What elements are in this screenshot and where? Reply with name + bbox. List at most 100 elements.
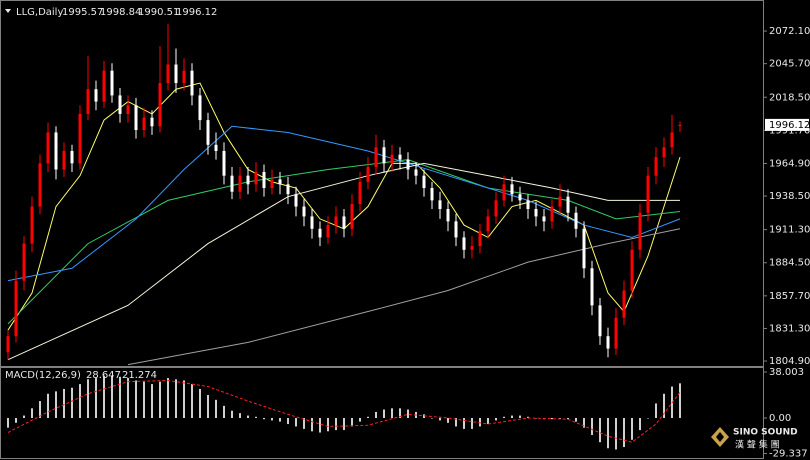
candle-body: [422, 175, 426, 189]
macd-bar: [303, 417, 305, 429]
candle-body: [302, 206, 306, 217]
menu-arrow: [5, 9, 11, 13]
candle-body: [254, 171, 258, 185]
macd-bar: [239, 413, 241, 418]
macd-bar: [47, 393, 49, 418]
candle-body: [206, 120, 210, 145]
candle-body: [662, 147, 666, 158]
candle-body: [182, 70, 186, 84]
candle-body: [638, 212, 642, 250]
y-tick-label: 1911.30: [769, 225, 810, 236]
macd-bar: [383, 409, 385, 418]
macd-bar: [471, 417, 473, 429]
candle-body: [630, 249, 634, 291]
candle-body: [454, 221, 458, 238]
candle-body: [534, 209, 538, 217]
candle-body: [558, 196, 562, 207]
candle-body: [566, 196, 570, 213]
candle-body: [174, 64, 178, 84]
candle-body: [526, 200, 530, 210]
macd-bar: [63, 388, 65, 418]
candle-body: [414, 169, 418, 176]
candle-body: [310, 216, 314, 229]
candle-body: [478, 231, 482, 247]
logo-name: SINO SOUND: [733, 428, 798, 438]
candle-body: [670, 132, 674, 148]
candle-body: [110, 70, 114, 96]
candle-body: [190, 70, 194, 96]
candle-body: [150, 117, 154, 127]
low-value: 1990.51: [138, 7, 179, 18]
macd-bar: [535, 417, 537, 419]
macd-bar: [79, 384, 81, 418]
candle-body: [142, 117, 146, 130]
candle-body: [262, 171, 266, 189]
candle-body: [678, 124, 682, 126]
macd-bar: [623, 417, 625, 448]
y-tick-label: -29.337: [769, 449, 808, 460]
macd-bar: [439, 417, 441, 421]
candle-body: [166, 64, 170, 84]
candle-body: [654, 157, 658, 176]
candle-body: [14, 280, 18, 337]
high-value: 1998.84: [100, 7, 141, 18]
candle-body: [62, 150, 66, 170]
macd-bar: [631, 417, 633, 440]
candle-body: [518, 194, 522, 201]
candle-body: [294, 194, 298, 207]
macd-bar: [23, 415, 25, 418]
candle-body: [342, 216, 346, 229]
macd-bar: [143, 381, 145, 418]
plot-area: 2072.102045.702018.501991.701964.901938.…: [6, 23, 810, 460]
macd-bar: [151, 384, 153, 418]
macd-bar: [319, 417, 321, 433]
macd-bar: [639, 417, 641, 431]
macd-bar: [431, 417, 433, 419]
candle-body: [286, 184, 290, 195]
candle-body: [230, 175, 234, 192]
candle-body: [614, 317, 618, 349]
candle-body: [198, 95, 202, 121]
macd-bar: [103, 375, 105, 418]
macd-bar: [503, 416, 505, 418]
macd-bar: [487, 417, 489, 425]
macd-bar: [351, 417, 353, 427]
macd-bar: [199, 388, 201, 418]
candle-body: [574, 212, 578, 229]
macd-bar: [455, 417, 457, 427]
macd-bar: [527, 416, 529, 418]
candle-body: [502, 184, 506, 201]
macd-bar: [599, 417, 601, 443]
macd-bar: [567, 417, 569, 420]
macd-bar: [583, 417, 585, 428]
macd-bar: [191, 384, 193, 418]
candle-body: [54, 132, 58, 170]
macd-bar: [87, 379, 89, 418]
candle-body: [646, 175, 650, 213]
moving-average: [7, 82, 681, 331]
candle-body: [398, 154, 402, 160]
logo-icon-inner: [716, 432, 724, 442]
macd-bar: [183, 380, 185, 418]
candle-body: [246, 175, 250, 185]
macd-bar: [391, 408, 393, 418]
macd-bar: [591, 417, 593, 435]
y-tick-label: 1857.70: [769, 291, 810, 302]
close-value: 1996.12: [176, 7, 217, 18]
macd-bar: [55, 391, 57, 418]
macd-bar: [231, 410, 233, 418]
macd-bar: [447, 417, 449, 423]
candle-body: [278, 179, 282, 185]
candle-body: [510, 184, 514, 195]
macd-bar: [663, 393, 665, 418]
moving-average: [127, 228, 681, 366]
macd-bar: [15, 417, 17, 423]
candle-body: [390, 154, 394, 164]
price-panel-border: [0, 0, 764, 367]
candle-body: [222, 150, 226, 176]
candle-body: [582, 228, 586, 269]
macd-bar: [367, 416, 369, 418]
macd-bar: [247, 415, 249, 418]
macd-bar: [343, 417, 345, 431]
macd-bar: [607, 417, 609, 449]
